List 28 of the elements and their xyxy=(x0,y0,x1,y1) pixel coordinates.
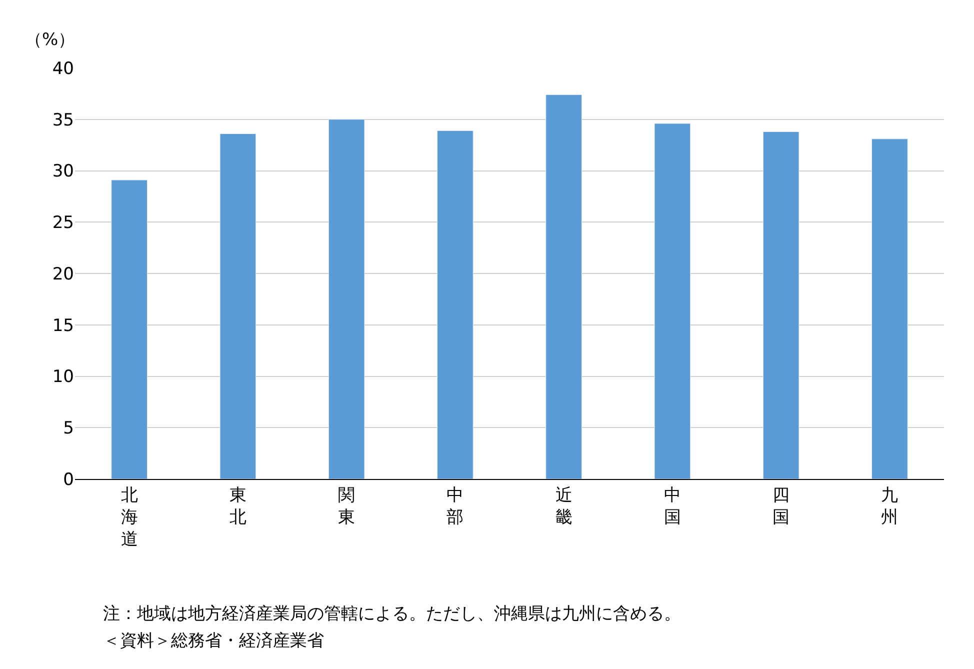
y-tick-label: 0 xyxy=(63,470,74,490)
bar xyxy=(328,119,365,479)
x-tick-label: 九州 xyxy=(881,485,898,528)
text: 注：地域は地方経済産業局の管轄による。ただし、沖縄県は九州に含める。 xyxy=(103,604,681,624)
y-tick-label: 15 xyxy=(52,316,74,336)
x-tick-label: 北海道 xyxy=(120,485,138,550)
bar xyxy=(654,123,691,479)
y-tick-label: 5 xyxy=(63,418,74,439)
bar xyxy=(872,138,908,479)
bar xyxy=(220,134,256,479)
bar xyxy=(546,94,582,479)
x-tick-label: 四国 xyxy=(772,485,790,528)
y-tick-label: 20 xyxy=(52,264,74,284)
bar xyxy=(111,180,148,479)
y-axis-title: （%） xyxy=(25,30,76,50)
y-tick-label: 40 xyxy=(52,58,74,79)
x-tick-label: 近畿 xyxy=(555,485,572,528)
y-tick-label: 35 xyxy=(52,110,74,130)
x-tick-label: 東北 xyxy=(229,485,246,528)
x-tick-label: 関東 xyxy=(338,485,356,528)
text: ＜資料＞総務省・経済産業省 xyxy=(103,631,324,651)
x-tick-label: 中国 xyxy=(664,485,681,528)
x-tick-label: 中部 xyxy=(446,485,464,528)
y-tick-label: 10 xyxy=(52,367,74,388)
bar xyxy=(762,131,800,479)
bar xyxy=(437,130,474,479)
y-tick-label: 25 xyxy=(52,213,74,234)
y-tick-label: 30 xyxy=(52,162,74,182)
